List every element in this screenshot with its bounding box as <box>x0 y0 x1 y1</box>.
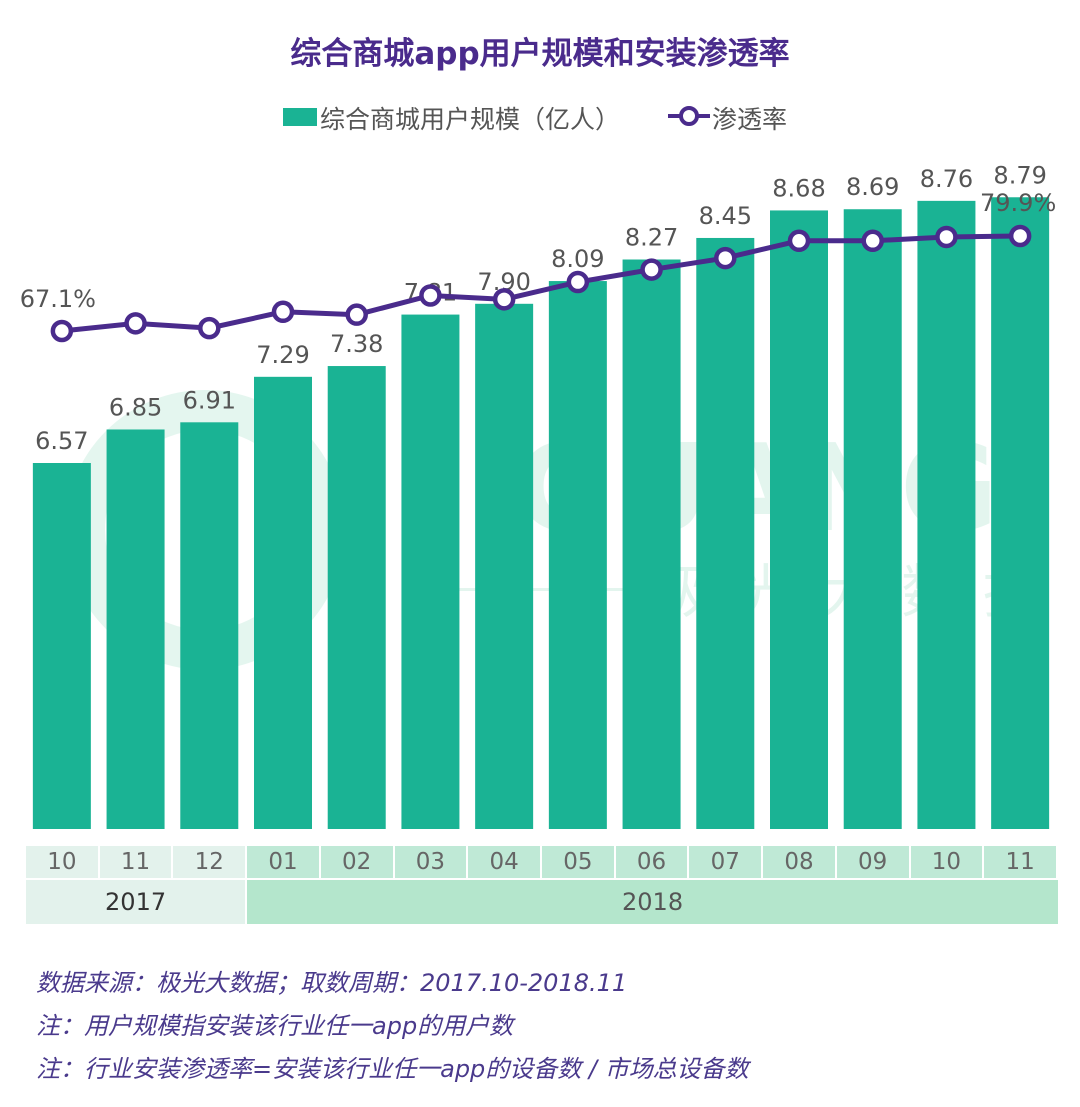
bar-label-3: 7.29 <box>256 341 309 369</box>
bar-label-0: 6.57 <box>35 427 88 455</box>
note-source: 数据来源：极光大数据；取数周期：2017.10-2018.11 <box>36 969 628 997</box>
month-tick-6: 04 <box>468 846 540 878</box>
legend-bar-swatch <box>283 108 317 126</box>
line-point-1 <box>124 312 147 335</box>
month-tick-13: 11 <box>984 846 1056 878</box>
bar-label-13: 8.79 <box>993 161 1046 189</box>
month-tick-8: 06 <box>615 846 688 878</box>
bar-4 <box>327 366 386 829</box>
bar-3 <box>254 376 312 829</box>
legend-line-swatch <box>668 106 710 126</box>
bar-label-11: 8.69 <box>846 173 899 201</box>
bar-11 <box>843 209 902 830</box>
line-point-9 <box>714 246 737 270</box>
bar-0 <box>32 463 91 829</box>
bar-1 <box>106 429 165 829</box>
legend-line-label: 渗透率 <box>712 105 788 134</box>
month-tick-7: 05 <box>542 846 614 878</box>
bar-5 <box>401 314 460 829</box>
line-label-0: 67.1% <box>20 285 96 313</box>
note-user-scale: 注：用户规模指安装该行业任一app的用户数 <box>36 1012 514 1040</box>
line-point-12 <box>935 225 958 249</box>
legend-bar-label: 综合商城用户规模（亿人） <box>320 105 621 134</box>
month-tick-11: 09 <box>836 846 909 878</box>
bar-2 <box>180 422 239 829</box>
bar-10 <box>770 210 828 830</box>
month-tick-12: 10 <box>910 846 983 878</box>
year-label-2018: 2018 <box>247 880 1058 924</box>
line-point-3 <box>271 300 295 324</box>
line-point-5 <box>419 284 442 307</box>
bar-label-7: 8.09 <box>551 245 604 273</box>
year-label-2017: 2017 <box>26 880 246 924</box>
bar-label-2: 6.91 <box>183 386 236 414</box>
chart-title: 综合商城app用户规模和安装渗透率 <box>290 36 790 72</box>
bar-label-8: 8.27 <box>625 224 678 252</box>
month-row: 10 11 12 01 02 03 04 05 06 07 08 09 10 11 <box>26 846 1058 878</box>
bar-label-9: 8.45 <box>699 202 752 230</box>
penetration-line <box>61 233 1021 334</box>
bar-9 <box>696 237 755 830</box>
bar-7 <box>548 281 607 829</box>
bar-12 <box>917 200 976 829</box>
line-point-0 <box>50 319 74 343</box>
line-label-13: 79.9% <box>980 189 1056 217</box>
line-point-11 <box>861 229 884 253</box>
bar-label-4: 7.38 <box>330 330 383 358</box>
month-tick-10: 08 <box>763 846 835 878</box>
month-tick-4: 02 <box>320 846 393 878</box>
month-tick-9: 07 <box>689 846 762 878</box>
month-tick-0: 10 <box>26 846 98 878</box>
line-point-7 <box>566 270 590 294</box>
bar-label-10: 8.68 <box>772 174 825 202</box>
bar-13 <box>991 197 1050 830</box>
line-point-13 <box>1008 224 1032 248</box>
legend: 综合商城用户规模（亿人） 渗透率 <box>0 100 1080 136</box>
note-penetration: 注：行业安装渗透率=安装该行业任一app的设备数 / 市场总设备数 <box>36 1055 749 1083</box>
bar-8 <box>622 259 681 829</box>
month-tick-5: 03 <box>394 846 467 878</box>
line-point-2 <box>198 316 221 340</box>
notes: 数据来源：极光大数据；取数周期：2017.10-2018.11 注：用户规模指安… <box>36 965 749 1094</box>
bar-6 <box>475 303 534 829</box>
bar-label-1: 6.85 <box>109 393 162 421</box>
line-point-10 <box>787 229 811 253</box>
month-tick-3: 01 <box>247 846 319 878</box>
bar-label-12: 8.76 <box>920 165 973 193</box>
line-point-6 <box>492 288 516 311</box>
month-tick-2: 12 <box>173 846 246 878</box>
month-tick-1: 11 <box>99 846 172 878</box>
line-point-4 <box>345 303 368 326</box>
line-point-8 <box>640 258 663 281</box>
